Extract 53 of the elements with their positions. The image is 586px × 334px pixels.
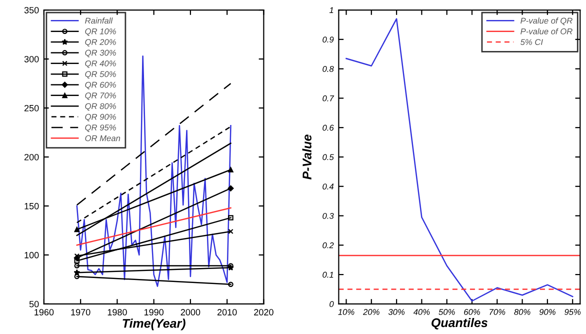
legend-label: QR 30% <box>85 50 116 58</box>
x-tick-label: 90% <box>539 309 556 315</box>
x-tick-label: 40% <box>413 309 430 315</box>
legend-label: QR 95% <box>85 124 116 132</box>
legend-label: QR 90% <box>85 114 116 122</box>
x-tick-label: 1960 <box>34 309 54 316</box>
y-tick-label: 250 <box>24 104 39 112</box>
legend-label: OR Mean <box>85 135 120 142</box>
x-tick-label: 10% <box>338 309 354 315</box>
legend-label: QR 60% <box>85 82 116 90</box>
x-tick-label: 95% <box>564 309 581 315</box>
y-tick-label: 0 <box>330 301 334 308</box>
x-tick-label: 60% <box>464 309 480 315</box>
x-axis-title: Time(Year) <box>122 318 186 330</box>
x-tick-label: 1980 <box>108 309 127 316</box>
legend-label: QR 70% <box>85 92 116 100</box>
y-tick-label: 0.1 <box>322 272 334 278</box>
legend-label: P-value of OR <box>520 28 572 34</box>
y-tick-label: 0.2 <box>322 242 334 248</box>
legend-label: QR 50% <box>85 71 116 79</box>
x-tick-label: 2010 <box>217 309 237 316</box>
x-tick-label: 20% <box>363 309 380 315</box>
y-tick-label: 0.5 <box>322 154 334 160</box>
x-tick-label: 50% <box>438 309 455 315</box>
y-tick-label: 100 <box>24 252 39 258</box>
y-tick-label: 0.6 <box>322 124 334 131</box>
y-tick-label: 0.9 <box>322 36 334 43</box>
y-tick-label: 300 <box>24 56 39 62</box>
y-tick-label: 150 <box>24 202 39 210</box>
legend-label: QR 80% <box>85 103 116 111</box>
y-tick-label: 0.3 <box>322 212 334 219</box>
y-tick-label: 50 <box>29 300 39 308</box>
x-tick-label: 1990 <box>144 309 164 316</box>
legend-label: Rainfall <box>85 18 113 24</box>
legend-label: QR 20% <box>85 39 116 47</box>
y-tick-label: 350 <box>24 6 39 14</box>
y-tick-label: 0.4 <box>322 184 334 190</box>
x-tick-label: 2020 <box>254 309 274 316</box>
x-tick-label: 2000 <box>180 309 200 316</box>
x-tick-label: 70% <box>490 309 506 315</box>
x-tick-label: 30% <box>388 309 405 315</box>
y-axis-title: P-Value <box>302 134 312 180</box>
legend-label: QR 10% <box>85 28 116 36</box>
legend-label: QR 40% <box>85 60 116 68</box>
legend-label: P-value of QR <box>520 18 572 26</box>
y-tick-label: 0.7 <box>322 95 334 102</box>
y-tick-label: 200 <box>24 154 39 160</box>
x-tick-label: 1970 <box>71 309 90 316</box>
y-tick-label: 0.8 <box>322 66 334 72</box>
x-axis-title: Quantiles <box>432 318 488 330</box>
x-tick-label: 80% <box>514 309 530 315</box>
legend-label: 5% CI <box>520 39 543 46</box>
y-tick-label: 1 <box>329 7 334 14</box>
